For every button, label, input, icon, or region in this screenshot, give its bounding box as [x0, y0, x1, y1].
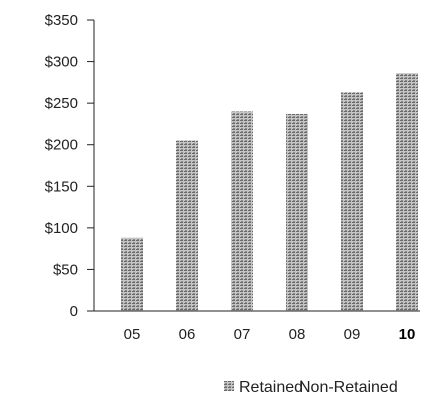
bar-05: [121, 237, 143, 311]
y-tick-label: $250: [45, 95, 78, 112]
legend-label-non-retained: Non-Retained: [299, 379, 398, 396]
y-tick-label: 0: [70, 303, 78, 320]
legend: Retained Non-Retained: [224, 379, 398, 396]
y-tick-label: $300: [45, 54, 78, 71]
legend-label-retained: Retained: [239, 379, 303, 396]
y-tick-label: $200: [45, 137, 78, 154]
x-tick-label-06: 06: [179, 326, 196, 343]
x-tick-label-09: 09: [344, 326, 361, 343]
bar-10: [396, 73, 418, 311]
bar-07: [231, 111, 253, 311]
bar-06: [176, 140, 198, 311]
y-tick-label: $50: [53, 261, 78, 278]
x-tick-label-07: 07: [234, 326, 251, 343]
bar-09: [341, 92, 363, 311]
y-tick-label: $150: [45, 178, 78, 195]
x-tick-label-10: 10: [399, 326, 416, 343]
x-tick-label-05: 05: [124, 326, 141, 343]
y-tick-label: $100: [45, 220, 78, 237]
y-tick-label: $350: [45, 12, 78, 29]
legend-swatch-retained: [224, 381, 234, 391]
x-tick-label-08: 08: [289, 326, 306, 343]
bar-08: [286, 113, 308, 311]
